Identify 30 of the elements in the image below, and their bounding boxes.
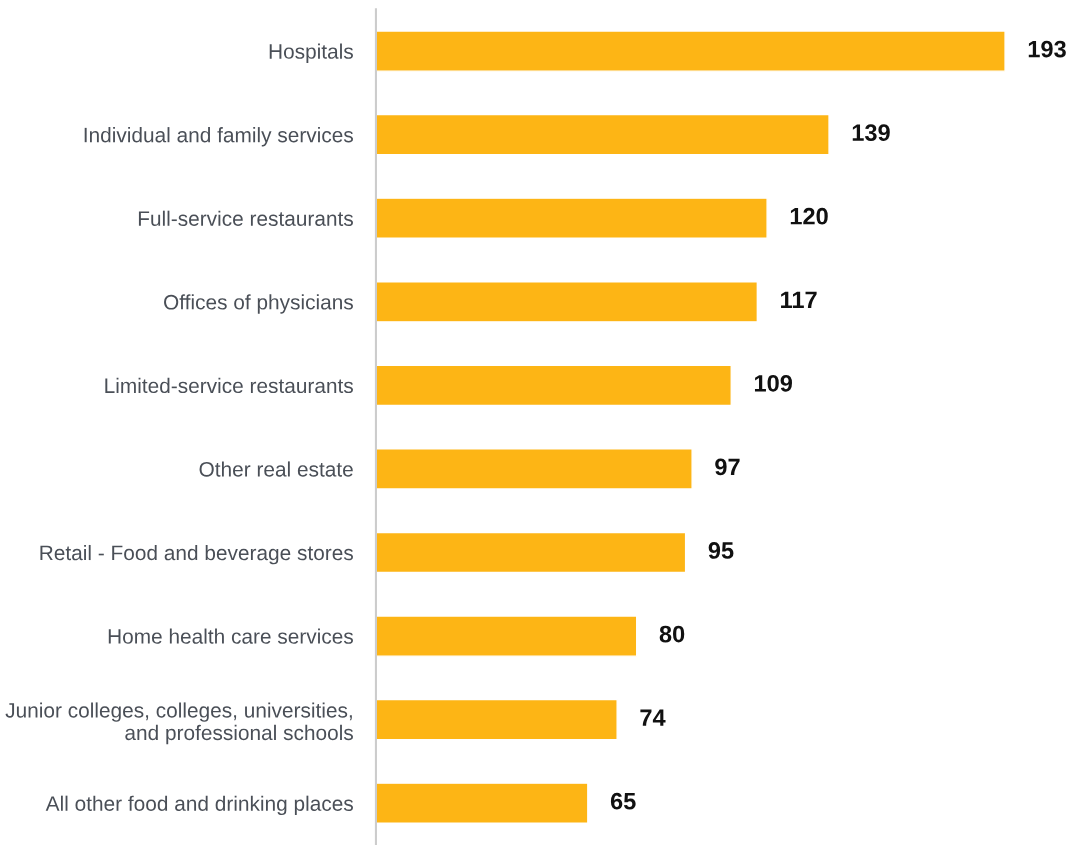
y-tick-label: Full-service restaurants bbox=[138, 210, 353, 226]
y-tick-label: Hospitals bbox=[269, 43, 353, 63]
data-label: 139 bbox=[852, 124, 890, 142]
bar bbox=[375, 281, 759, 323]
data-label: 117 bbox=[781, 291, 817, 308]
y-tick-label: All other food and drinking places bbox=[45, 795, 353, 816]
y-tick-label: Home health care services bbox=[108, 628, 353, 644]
y-tick-label: Retail - Food and beverage stores bbox=[40, 544, 353, 565]
bar bbox=[375, 615, 638, 657]
y-tick-label: Offices of physicians bbox=[164, 294, 353, 314]
bar bbox=[375, 698, 618, 741]
bar bbox=[375, 448, 693, 490]
data-label: 97 bbox=[715, 458, 740, 476]
bar bbox=[375, 364, 732, 407]
bar bbox=[375, 197, 768, 239]
data-label: 65 bbox=[610, 792, 636, 810]
y-tick-label: Junior colleges, colleges, universities, and professional schools bbox=[5, 702, 353, 745]
bar bbox=[375, 782, 589, 824]
data-label: 80 bbox=[659, 625, 685, 643]
data-label: 120 bbox=[790, 207, 828, 225]
y-tick-label: Other real estate bbox=[199, 461, 353, 477]
data-label: 109 bbox=[754, 374, 792, 392]
bar bbox=[375, 531, 687, 574]
data-label: 95 bbox=[708, 542, 734, 559]
data-label: 193 bbox=[1028, 40, 1066, 58]
bar bbox=[375, 30, 1006, 72]
y-tick-label: Limited-service restaurants bbox=[105, 377, 353, 394]
bar bbox=[375, 113, 830, 156]
data-label: 74 bbox=[640, 709, 666, 726]
y-tick-label: Individual and family services bbox=[84, 127, 353, 147]
